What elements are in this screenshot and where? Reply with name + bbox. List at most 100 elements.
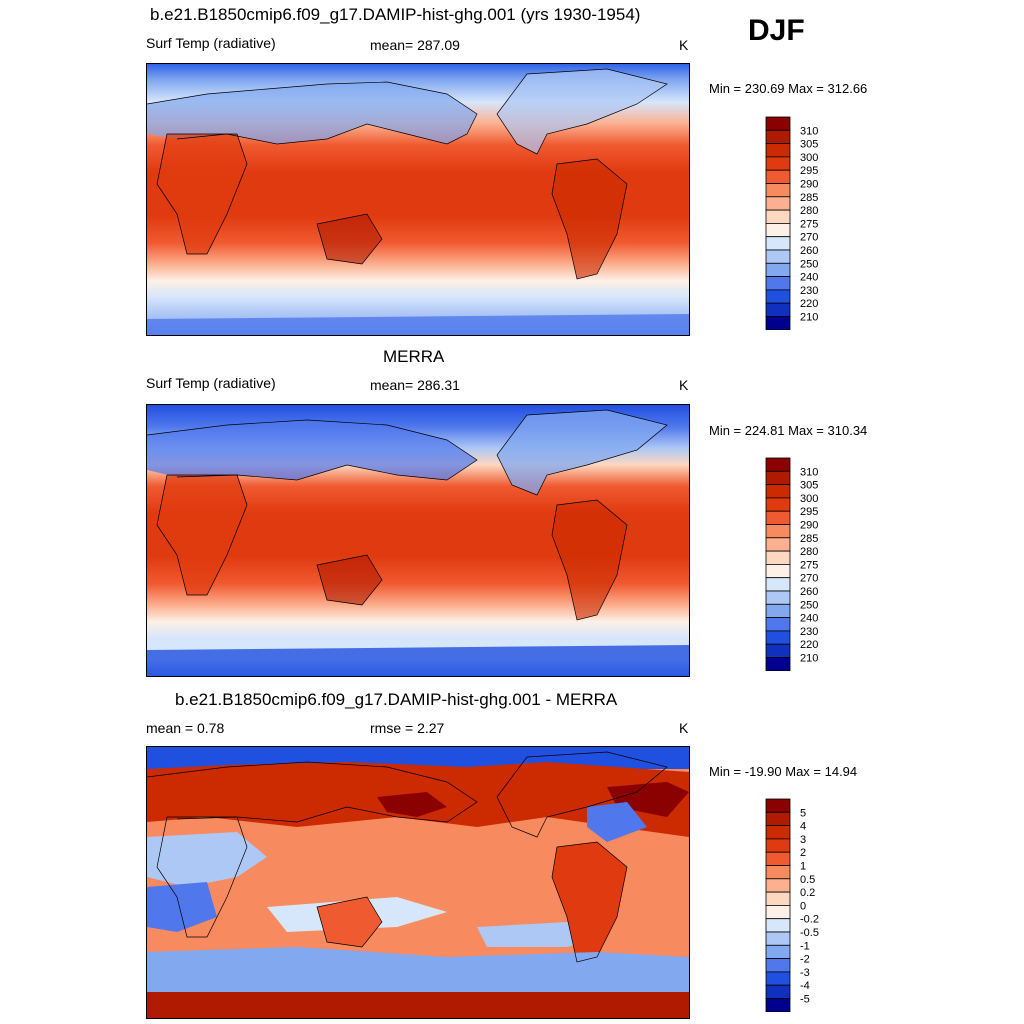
colorbar-label: 250 — [800, 599, 818, 611]
colorbar-swatch — [765, 196, 791, 211]
colorbar-label: 280 — [800, 546, 818, 558]
panel1-units: K — [679, 37, 689, 53]
panel2-units: K — [679, 377, 689, 393]
colorbar-swatch — [765, 156, 791, 171]
colorbar-label: 0 — [800, 900, 806, 912]
colorbar-swatch — [765, 470, 791, 486]
colorbar-label: 210 — [800, 653, 818, 665]
panel3-colorbar-svg: 5 432 10.50.20 -0.2-0.5-1 -2-3-4 -5 — [765, 798, 819, 1013]
colorbar-swatch — [765, 302, 791, 317]
colorbar-swatch — [765, 811, 791, 827]
colorbar-swatch — [765, 129, 791, 145]
colorbar-swatch — [765, 262, 791, 278]
colorbar-label: 3 — [800, 834, 806, 846]
colorbar-label: 305 — [800, 139, 818, 151]
panel1-title: b.e21.B1850cmip6.f09_g17.DAMIP-hist-ghg.… — [150, 5, 641, 24]
colorbar-swatch — [765, 944, 791, 960]
colorbar-label: 240 — [800, 613, 818, 625]
colorbar-swatch — [765, 143, 791, 158]
colorbar-swatch — [765, 865, 791, 880]
colorbar-label: 270 — [800, 232, 818, 244]
colorbar-swatch — [765, 603, 791, 619]
panel1-mean: mean= 287.09 — [370, 37, 460, 53]
season-label: DJF — [748, 14, 805, 47]
colorbar-label: 260 — [800, 245, 818, 257]
colorbar-label: 295 — [800, 165, 818, 177]
panel2-colorbar-svg: 3103053002952902852802752702602502402302… — [765, 457, 818, 672]
colorbar-label: 260 — [800, 586, 818, 598]
colorbar-label: 250 — [800, 258, 818, 270]
panel3-rmse: rmse = 2.27 — [370, 720, 445, 736]
panel2-colorbar: 310 305 300 295 290 285 280 275 270 260 250 240 230 2… — [765, 457, 855, 676]
colorbar-swatch — [765, 289, 791, 304]
colorbar-swatch — [765, 905, 791, 920]
panel3-minmax: Min = -19.90 Max = 14.94 — [709, 764, 858, 779]
colorbar-swatch — [765, 316, 791, 331]
colorbar-swatch — [765, 249, 791, 264]
colorbar-swatch — [765, 798, 791, 813]
colorbar-label: 5 — [800, 807, 806, 819]
panel1-minmax: Min = 230.69 Max = 312.66 — [709, 81, 868, 96]
colorbar-label: 2 — [800, 847, 806, 859]
colorbar-swatch — [765, 891, 791, 906]
panel3-colorbar: 5 4 3 2 1 0.5 0.2 0 -0.2 -0.5 -1 -2 -3 -4 -5 — [765, 798, 855, 1017]
panel2-map-plot — [147, 405, 689, 676]
colorbar-label: 230 — [800, 285, 818, 297]
colorbar-swatch — [765, 524, 791, 539]
colorbar-label: -3 — [800, 967, 810, 979]
colorbar-label: 285 — [800, 533, 818, 545]
colorbar-label: 310 — [800, 125, 818, 137]
colorbar-swatch — [765, 236, 791, 251]
colorbar-label: 290 — [800, 520, 818, 532]
colorbar-swatch — [765, 630, 791, 645]
colorbar-swatch — [765, 931, 791, 946]
colorbar-swatch — [765, 116, 791, 131]
colorbar-swatch — [765, 457, 791, 472]
colorbar-swatch — [765, 497, 791, 512]
panel2-coastlines — [147, 409, 668, 621]
colorbar-swatch — [765, 958, 791, 973]
colorbar-label: 220 — [800, 639, 818, 651]
colorbar-label: 295 — [800, 506, 818, 518]
colorbar-swatch — [765, 537, 791, 552]
panel2-variable: Surf Temp (radiative) — [146, 375, 276, 391]
colorbar-label: -2 — [800, 954, 810, 966]
colorbar-swatch — [765, 998, 791, 1013]
panel1-coastlines — [147, 68, 668, 280]
colorbar-swatch — [765, 878, 791, 893]
colorbar-swatch — [765, 617, 791, 632]
panel3-coastlines — [147, 751, 668, 963]
colorbar-swatch — [765, 838, 791, 853]
colorbar-label: -4 — [800, 980, 810, 992]
colorbar-swatch — [765, 223, 791, 238]
colorbar-label: 280 — [800, 205, 818, 217]
colorbar-label: -1 — [800, 940, 810, 952]
panel1-map-plot — [147, 64, 689, 335]
colorbar-label: -0.2 — [800, 914, 819, 926]
colorbar-label: 220 — [800, 298, 818, 310]
colorbar-swatch — [765, 550, 791, 565]
colorbar-label: 290 — [800, 179, 818, 191]
colorbar-swatch — [765, 918, 791, 933]
colorbar-swatch — [765, 643, 791, 658]
colorbar-label: 275 — [800, 559, 818, 571]
colorbar-label: 1 — [800, 861, 806, 873]
panel2-map — [146, 404, 690, 677]
colorbar-swatch — [765, 825, 791, 840]
panel1-colorbar: 310 305 300 295 290 285 280 275 270 260 250 240 230 2… — [765, 116, 855, 335]
colorbar-swatch — [765, 510, 791, 525]
colorbar-label: 4 — [800, 821, 806, 833]
colorbar-label: 285 — [800, 192, 818, 204]
colorbar-label: 275 — [800, 218, 818, 230]
colorbar-swatch — [765, 209, 791, 224]
colorbar-swatch — [765, 183, 791, 198]
colorbar-swatch — [765, 590, 791, 605]
colorbar-swatch — [765, 276, 791, 291]
panel2-mean: mean= 286.31 — [370, 377, 460, 393]
panel3-mean: mean = 0.78 — [146, 720, 225, 736]
panel2-minmax: Min = 224.81 Max = 310.34 — [709, 423, 868, 438]
colorbar-swatch — [765, 564, 791, 579]
colorbar-swatch — [765, 851, 791, 866]
colorbar-label: 0.5 — [800, 874, 815, 886]
panel3-units: K — [679, 720, 689, 736]
